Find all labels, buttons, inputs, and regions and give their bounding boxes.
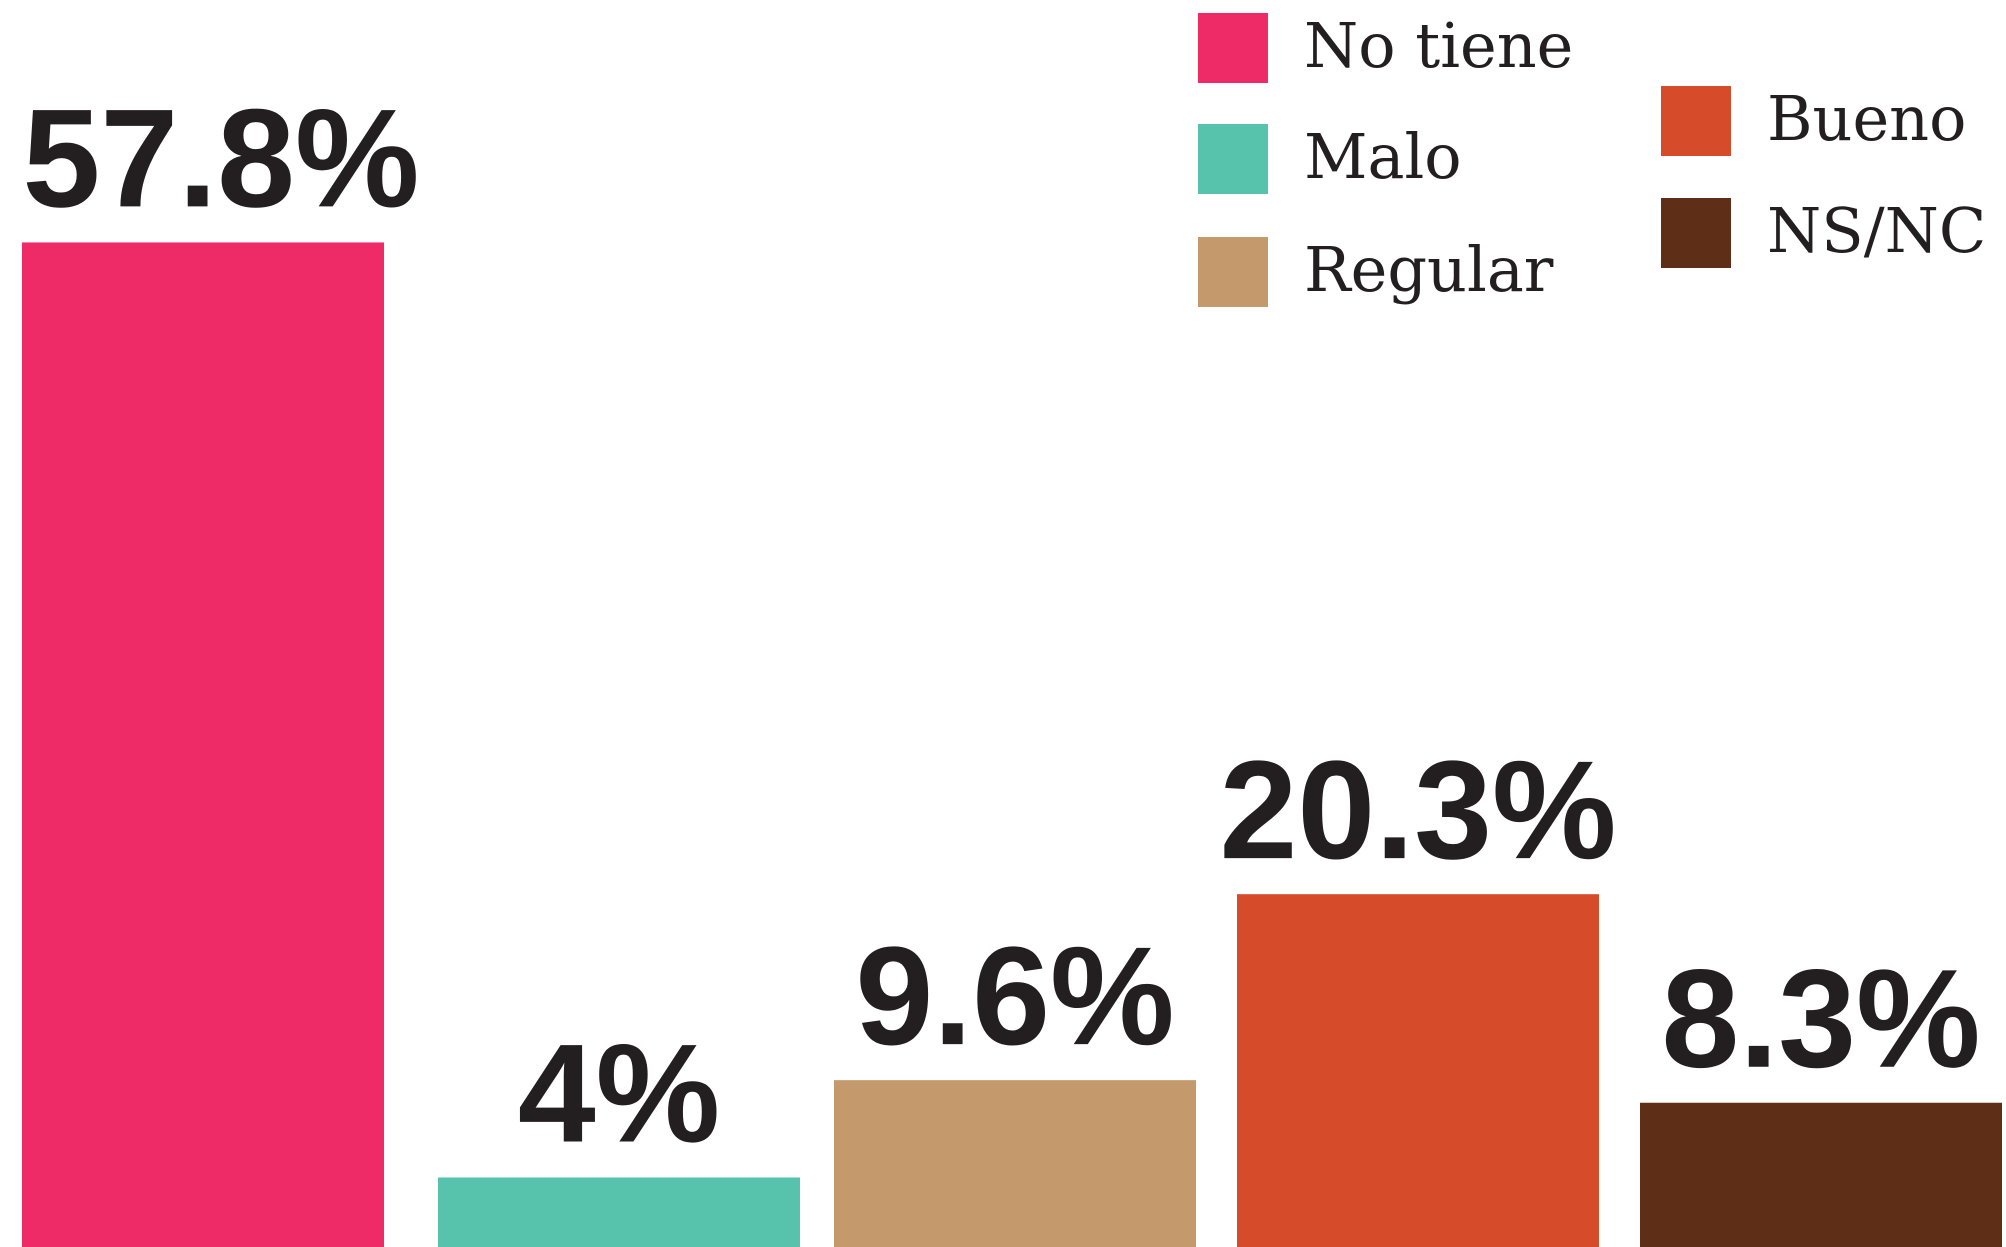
bar	[1237, 894, 1599, 1247]
legend-label: No tiene	[1304, 9, 1573, 82]
legend-swatch	[1198, 237, 1268, 307]
legend-swatch	[1198, 13, 1268, 83]
legend-swatch	[1198, 124, 1268, 194]
bar	[1640, 1102, 2002, 1247]
legend-swatch	[1661, 198, 1731, 268]
legend-label: Malo	[1304, 120, 1462, 193]
legend-label: NS/NC	[1767, 194, 1986, 267]
legend-swatch	[1661, 86, 1731, 156]
value-label: 8.3%	[1661, 940, 1980, 1097]
bar	[834, 1080, 1196, 1247]
value-label: 9.6%	[855, 917, 1174, 1074]
legend-label: Regular	[1304, 233, 1554, 306]
bar	[22, 242, 384, 1247]
value-label: 57.8%	[23, 79, 420, 236]
legend-label: Bueno	[1767, 82, 1966, 155]
bar	[438, 1177, 800, 1247]
value-label: 4%	[518, 1014, 720, 1171]
value-label: 20.3%	[1220, 731, 1617, 888]
